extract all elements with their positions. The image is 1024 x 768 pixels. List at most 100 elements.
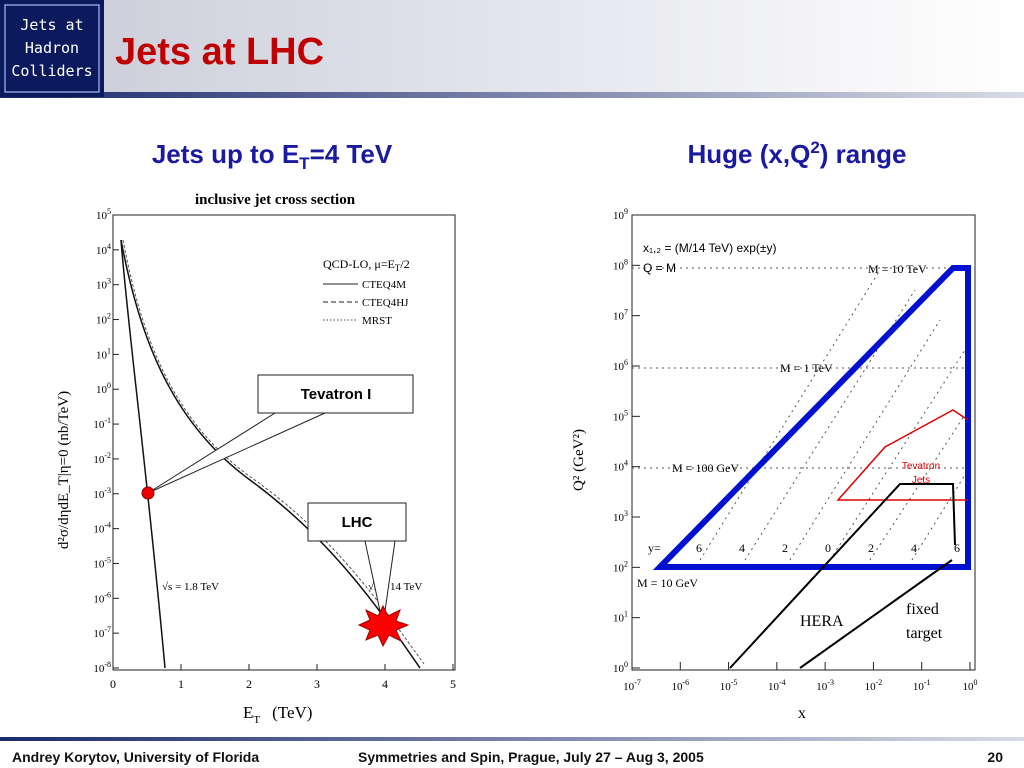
guide-lines — [632, 267, 969, 561]
tick-label: 101 — [96, 346, 111, 361]
tick-label: 10-1 — [913, 678, 931, 693]
tick-label: 2 — [246, 677, 252, 691]
rapidity-label: 6 — [696, 541, 702, 555]
tick-base: 10 — [93, 663, 105, 675]
tick-base: 10 — [865, 681, 877, 693]
tick-exponent: 9 — [624, 207, 628, 216]
tick-label: 10-8 — [93, 660, 111, 675]
tevatron-curve — [120, 239, 166, 669]
tick-label: 103 — [96, 277, 111, 292]
tick-label: 10-1 — [93, 416, 111, 431]
tick-label: 10-5 — [93, 555, 111, 570]
tick-exponent: -2 — [876, 678, 883, 687]
tick-base: 10 — [913, 681, 925, 693]
tick-label: 4 — [382, 677, 388, 691]
header-bar — [0, 0, 1024, 97]
footer-author: Andrey Korytov, University of Florida — [12, 749, 259, 765]
tick-label: 105 — [613, 408, 628, 423]
tick-label: 107 — [613, 308, 628, 323]
legend-label: CTEQ4M — [362, 279, 406, 291]
tick-base: 10 — [93, 454, 105, 466]
callout-text: LHC — [342, 514, 373, 531]
tick-exponent: 2 — [624, 559, 628, 568]
tick-label: 109 — [613, 207, 628, 222]
legend-label: Q = M — [643, 261, 676, 275]
tick-base: 10 — [816, 681, 828, 693]
tick-exponent: 2 — [107, 312, 111, 321]
footer: Andrey Korytov, University of Florida Sy… — [12, 749, 1003, 765]
tick-label: 102 — [96, 312, 111, 327]
tick-label: 104 — [613, 459, 628, 474]
tick-base: 10 — [613, 260, 625, 272]
tick-label: 0 — [110, 677, 116, 691]
plot-frame — [631, 214, 976, 671]
y-axis-label: Q² (GeV²) — [571, 429, 587, 491]
tick-base: 10 — [93, 419, 105, 431]
footer-event: Symmetries and Spin, Prague, July 27 – A… — [358, 749, 704, 765]
tick-label: 100 — [963, 678, 978, 693]
tick-exponent: 5 — [624, 408, 628, 417]
tick-label: 10-6 — [671, 678, 689, 693]
tick-base: 10 — [613, 613, 625, 625]
badge-line: Hadron — [25, 39, 79, 57]
legend-label: x₁,₂ = (M/14 TeV) exp(±y) — [643, 241, 776, 255]
right-heading: Huge (x,Q2) range — [688, 138, 907, 169]
tick-exponent: -8 — [104, 660, 111, 669]
tick-exponent: 3 — [107, 277, 111, 286]
rapidity-label: 6 — [954, 541, 960, 555]
tick-base: 10 — [613, 411, 625, 423]
tick-label: 3 — [314, 677, 320, 691]
tick-label: 10-7 — [623, 678, 641, 693]
tick-exponent: -1 — [924, 678, 931, 687]
x-axis-label: x — [798, 705, 806, 722]
tick-base: 10 — [93, 489, 105, 501]
heading-text: =4 TeV — [310, 139, 393, 169]
tevatron-marker — [141, 486, 155, 500]
tick-label: 108 — [613, 257, 628, 272]
lhc-region — [652, 265, 971, 570]
footer-page: 20 — [987, 749, 1003, 765]
region-label: Jets — [912, 475, 930, 486]
tick-exponent: -3 — [104, 486, 111, 495]
tick-label: 106 — [613, 358, 628, 373]
heading-text: Jets up to E — [152, 139, 299, 169]
callout-box — [307, 502, 407, 542]
legend-text: /2 — [400, 257, 409, 271]
axis-sub: T — [253, 714, 260, 726]
tick-base: 10 — [613, 462, 625, 474]
region-label: Tevatron — [902, 461, 940, 472]
tick-base: 10 — [720, 681, 732, 693]
lhc-marker — [357, 604, 410, 648]
rapidity-label: 0 — [825, 541, 831, 555]
tick-exponent: 1 — [624, 610, 628, 619]
tick-exponent: -5 — [104, 555, 111, 564]
heading-text: ) range — [820, 139, 907, 169]
tick-exponent: -5 — [731, 678, 738, 687]
tick-exponent: 1 — [107, 346, 111, 355]
tick-exponent: 0 — [974, 678, 978, 687]
tick-label: 10-4 — [93, 521, 111, 536]
footer-rule — [0, 737, 1024, 741]
callout-box — [257, 374, 414, 414]
tick-base: 10 — [96, 315, 108, 327]
tick-exponent: -2 — [104, 451, 111, 460]
tick-label: 10-3 — [93, 486, 111, 501]
tick-base: 10 — [963, 681, 975, 693]
tick-label: 5 — [450, 677, 456, 691]
tick-exponent: 4 — [624, 459, 628, 468]
tick-base: 10 — [93, 524, 105, 536]
legend-text: QCD-LO, μ=E — [323, 257, 395, 271]
heading-sub: T — [299, 154, 310, 173]
left-heading: Jets up to ET=4 TeV — [152, 139, 393, 173]
tick-base: 10 — [96, 349, 108, 361]
lhc-curve — [120, 239, 421, 669]
header-rule — [0, 92, 1024, 98]
badge-text: Jets at Hadron Colliders — [11, 16, 92, 80]
tick-exponent: 6 — [624, 358, 628, 367]
region-label: target — [906, 625, 943, 642]
legend-label: CTEQ4HJ — [362, 297, 409, 309]
badge — [0, 0, 104, 97]
rapidity-label: 4 — [911, 541, 917, 555]
tick-base: 10 — [671, 681, 683, 693]
